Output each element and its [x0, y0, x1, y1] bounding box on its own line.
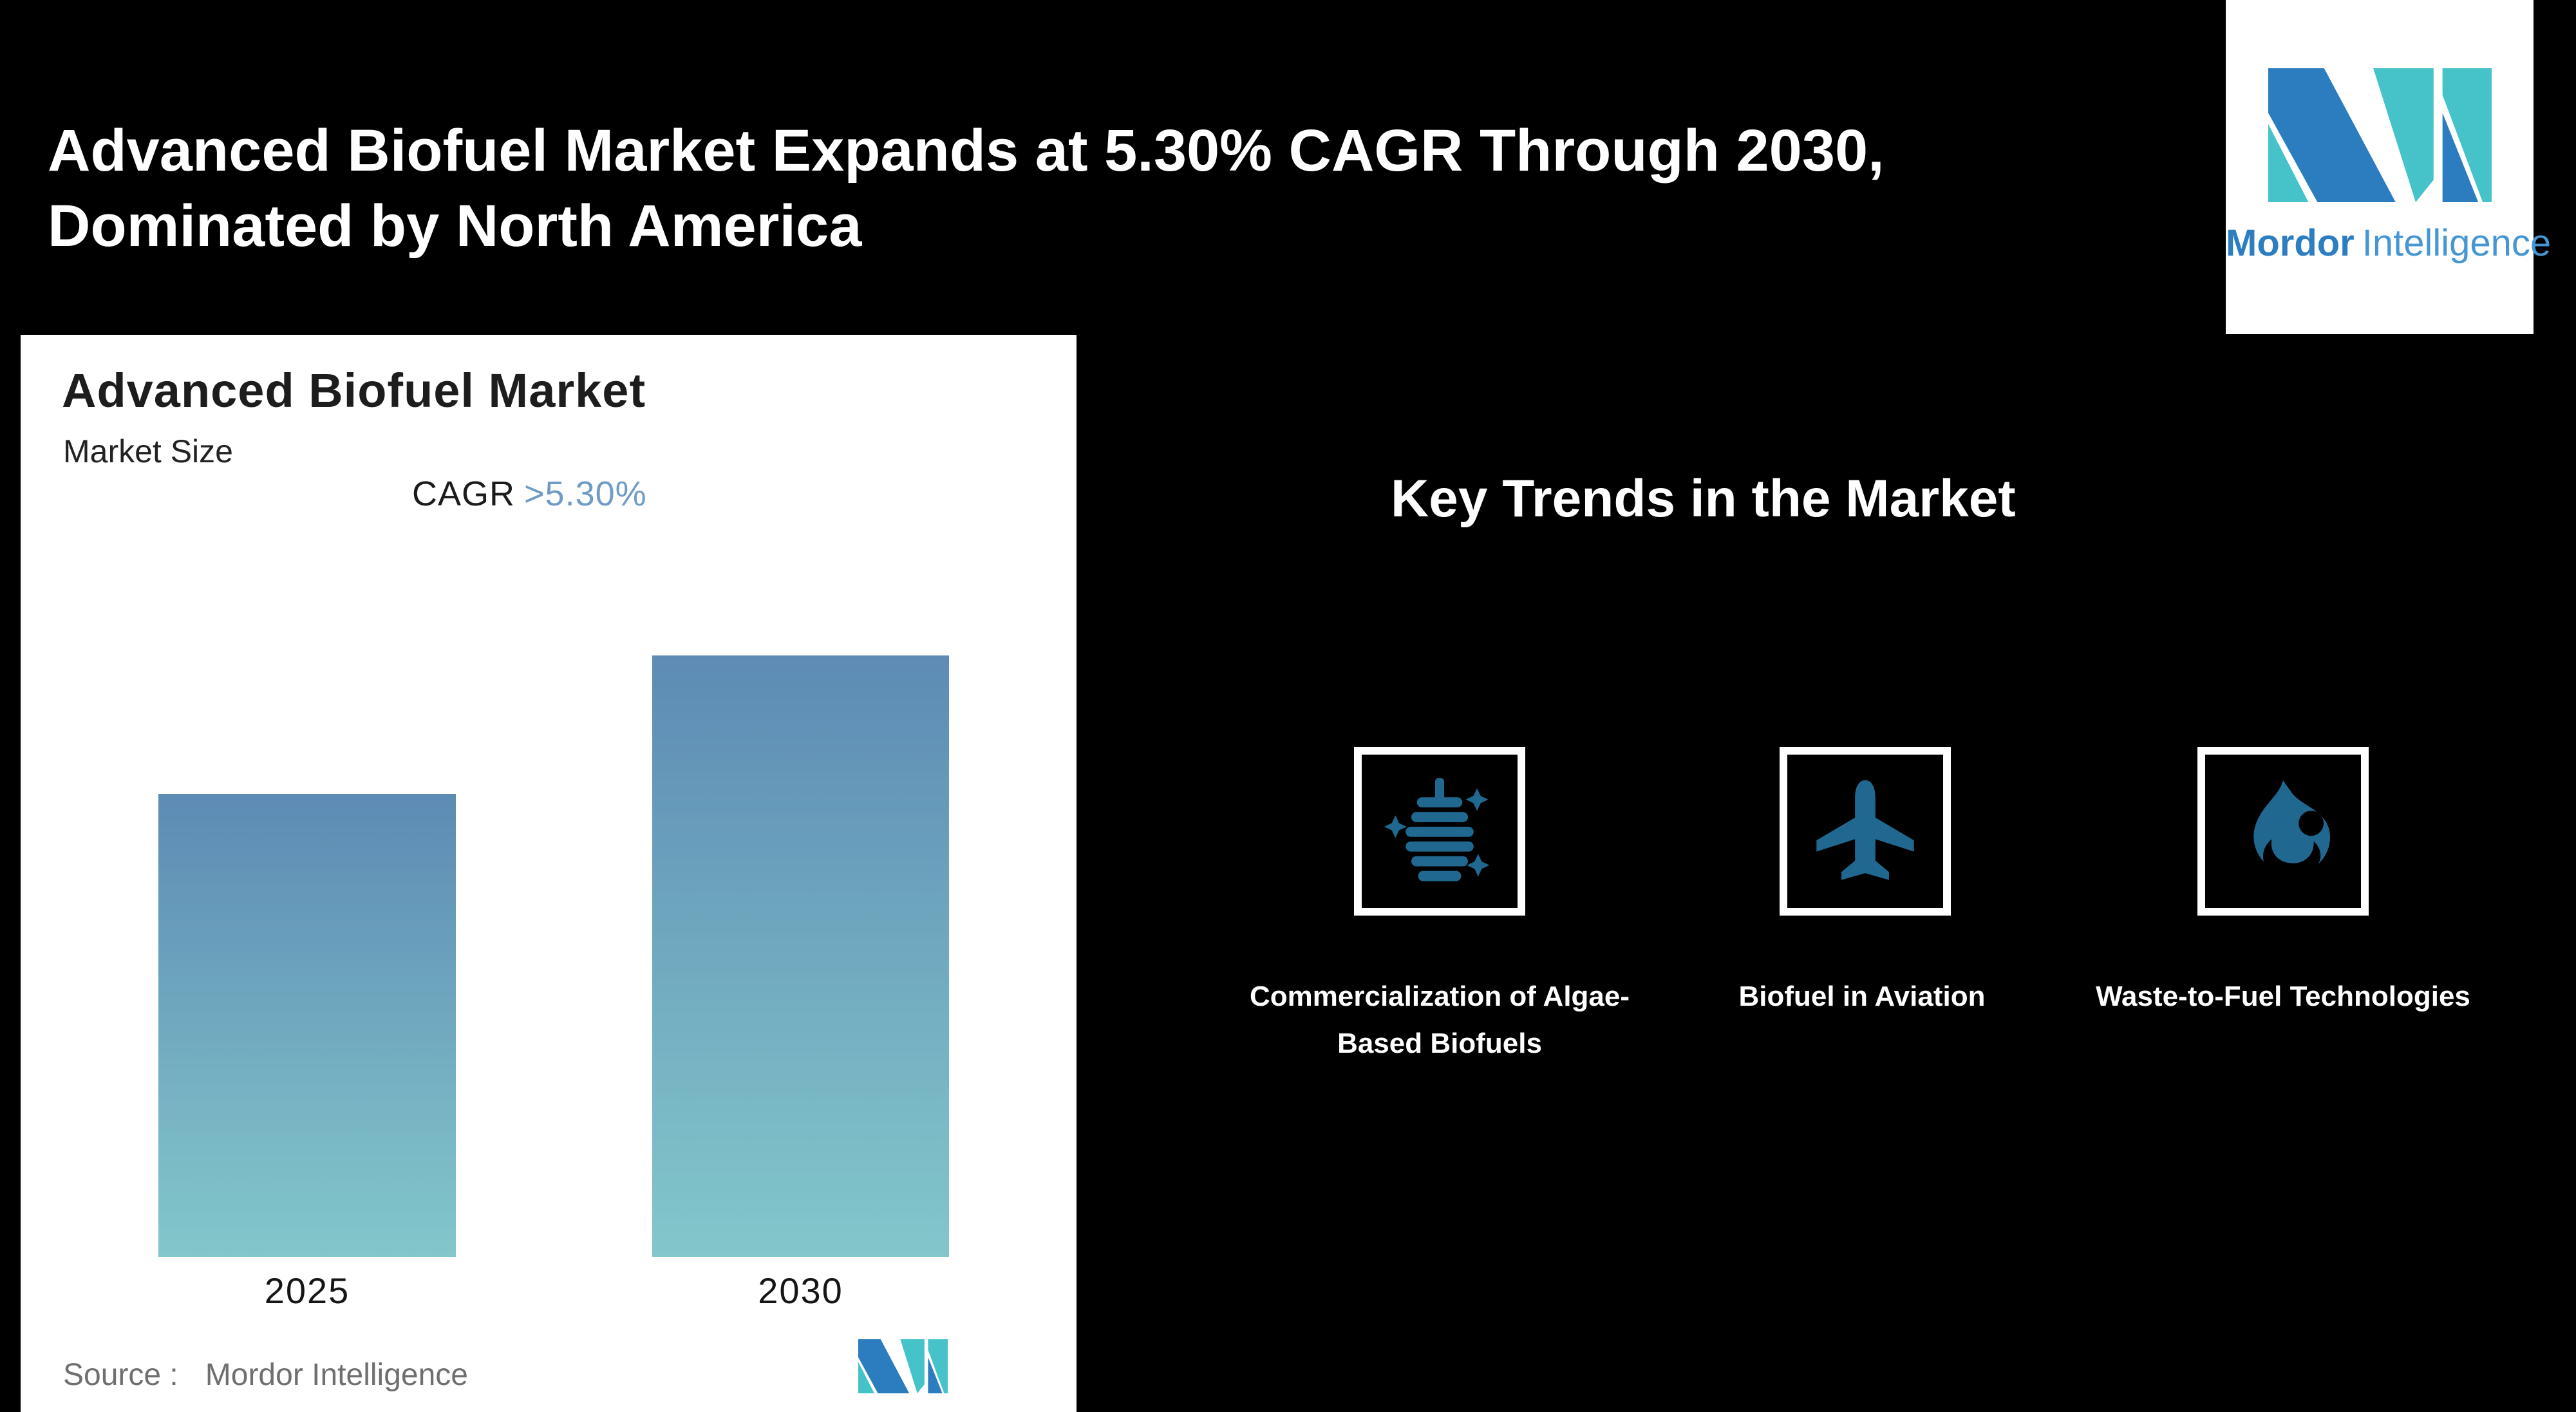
cagr-label: CAGR — [412, 475, 516, 513]
source-label: Source : — [63, 1358, 178, 1392]
chart-title: Advanced Biofuel Market — [62, 364, 646, 417]
cagr-annotation: CAGR >5.30% — [412, 474, 647, 514]
bar-2025 — [158, 794, 456, 1257]
algae-biofuel-icon — [1384, 778, 1490, 881]
trend-tile-algae — [1354, 747, 1525, 916]
cagr-value: >5.30% — [524, 475, 647, 513]
trend-label-waste-to-fuel: Waste-to-Fuel Technologies — [2096, 981, 2470, 1012]
x-axis-label-2030: 2030 — [758, 1270, 843, 1311]
mordor-intelligence-logo-icon — [2268, 68, 2492, 202]
bar-2030 — [652, 655, 949, 1257]
source-value: Mordor Intelligence — [205, 1358, 468, 1392]
brand-wordmark: Mordor Intelligence — [2226, 221, 2551, 265]
chart-subtitle: Market Size — [63, 433, 233, 469]
page-title-line1: Advanced Biofuel Market Expands at 5.30%… — [48, 118, 1885, 184]
brand-name-bold: Mordor — [2226, 222, 2355, 264]
trend-label-algae: Commercialization of Algae-Based Biofuel… — [1249, 981, 1630, 1059]
market-chart-card: Advanced Biofuel Market Market Size CAGR… — [21, 335, 1076, 1412]
trend-label-aviation: Biofuel in Aviation — [1738, 981, 1986, 1012]
source-attribution: Source : Mordor Intelligence — [63, 1357, 468, 1393]
airplane-icon — [1816, 780, 1914, 880]
x-axis-label-2025: 2025 — [264, 1270, 350, 1311]
bar-chart-plot-area — [21, 335, 1076, 1257]
page-title-line2: Dominated by North America — [48, 193, 862, 259]
flame-icon — [2253, 780, 2331, 865]
page-title: Advanced Biofuel Market Expands at 5.30%… — [48, 113, 1885, 264]
brand-logo-box: Mordor Intelligence — [2226, 0, 2551, 334]
trend-tile-aviation — [1780, 747, 1951, 916]
trend-tile-waste-to-fuel — [2197, 747, 2369, 916]
mordor-intelligence-logo-small-icon — [858, 1339, 948, 1393]
brand-name-regular: Intelligence — [2362, 222, 2552, 264]
key-trends-title: Key Trends in the Market — [1391, 469, 2016, 528]
